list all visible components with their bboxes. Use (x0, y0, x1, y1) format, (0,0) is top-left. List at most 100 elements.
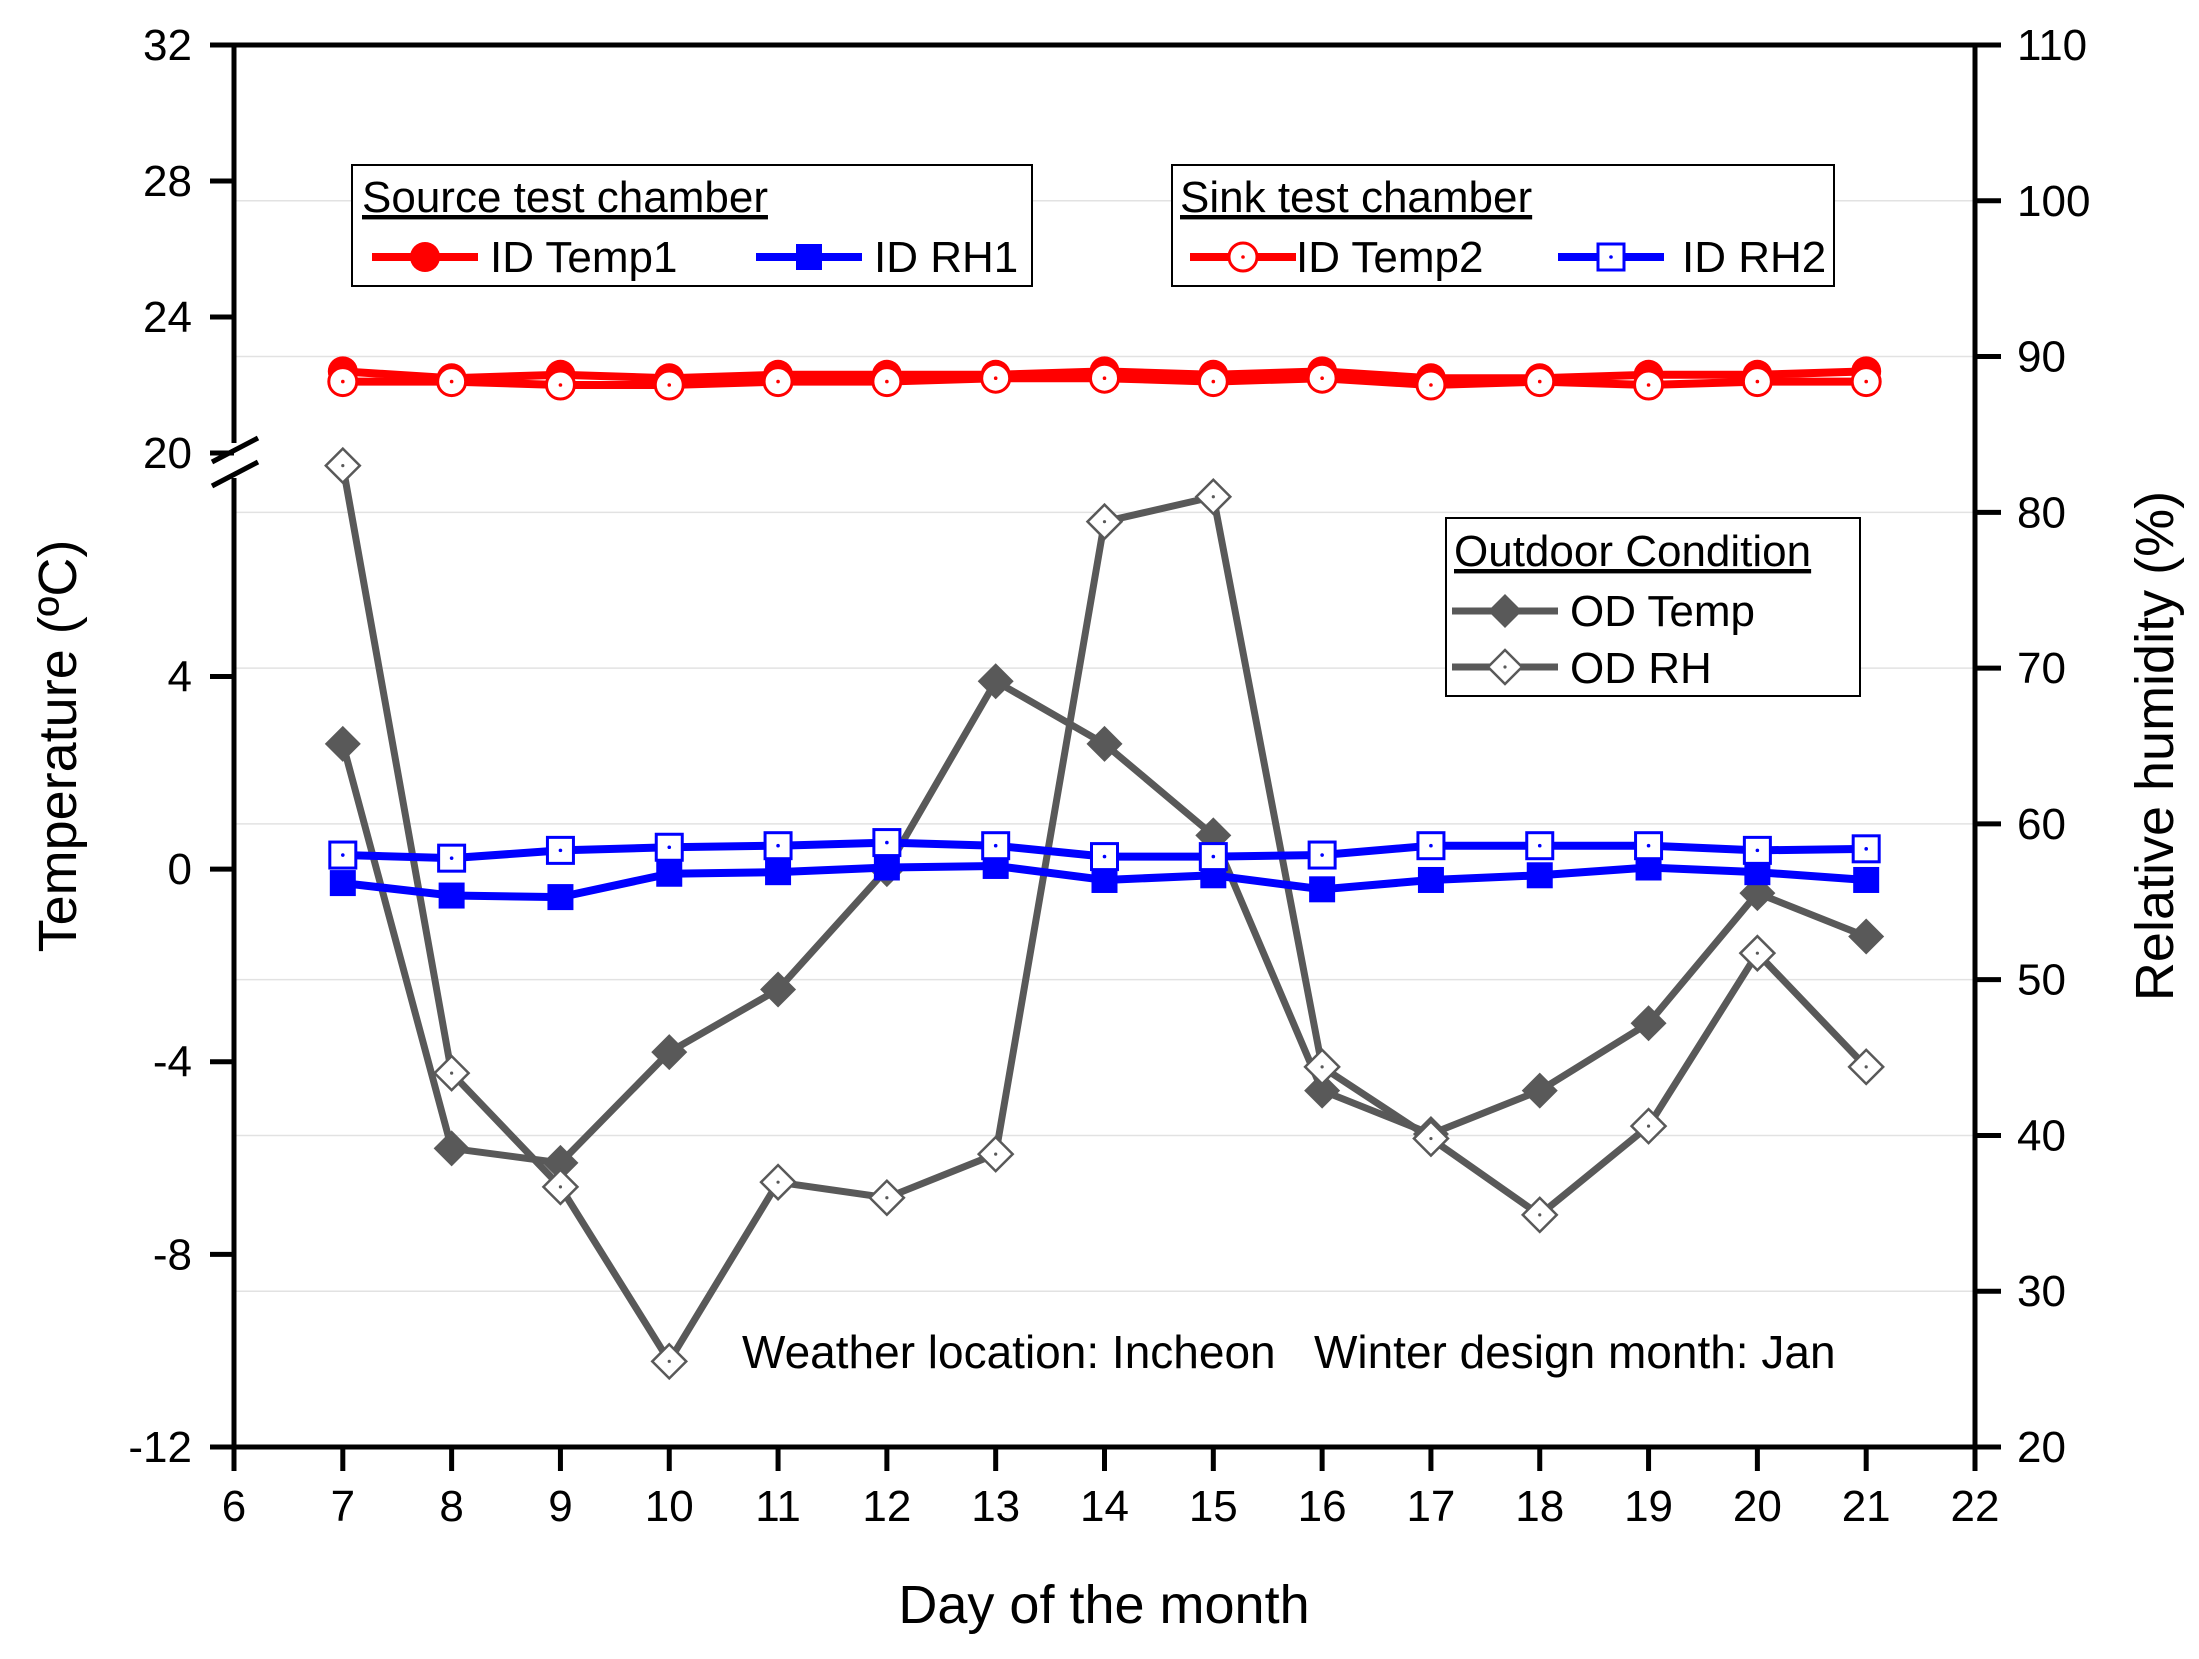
legend-sink-box (1171, 164, 1835, 287)
point-od-rh-15-dot (1211, 495, 1215, 499)
point-id-temp2-7-dot (341, 379, 345, 384)
left-tick-label--12: -12 (128, 1423, 192, 1472)
point-id-rh2-21-dot (1864, 847, 1868, 851)
x-tick-label-14: 14 (1080, 1482, 1129, 1531)
point-id-temp2-20-dot (1755, 379, 1760, 384)
point-od-rh-13-dot (994, 1152, 998, 1156)
weather-annotation: Weather location: Incheon Winter design … (742, 1326, 1836, 1378)
point-id-rh1-11 (765, 859, 792, 886)
legend-id-rh2-label: ID RH2 (1682, 233, 1826, 282)
legend-id-temp2-label: ID Temp2 (1296, 233, 1484, 282)
right-tick-label-90: 90 (2017, 333, 2066, 382)
right-tick-label-30: 30 (2017, 1267, 2066, 1316)
left-tick-label-20: 20 (143, 429, 192, 478)
legend-source: Source test chamber ID Temp1 ID RH1 (351, 164, 1033, 287)
left-tick-label--8: -8 (153, 1230, 192, 1279)
point-od-temp-16 (1304, 1072, 1341, 1109)
x-tick-label-20: 20 (1733, 1482, 1782, 1531)
left-tick-label-28: 28 (143, 157, 192, 206)
left-tick-label--4: -4 (153, 1038, 192, 1087)
point-od-temp-19 (1630, 1005, 1667, 1042)
series-od-temp (324, 663, 1885, 1181)
point-id-rh2-17-dot (1429, 843, 1433, 848)
x-axis-title: Day of the month (898, 1575, 1309, 1635)
point-od-temp-13 (977, 663, 1014, 700)
point-id-rh1-14 (1091, 866, 1118, 893)
x-tick-label-16: 16 (1298, 1482, 1347, 1531)
right-tick-label-110: 110 (2017, 21, 2087, 70)
point-id-rh2-13-dot (993, 843, 998, 848)
point-id-temp2-10-dot (667, 383, 672, 387)
legend-od-temp-label: OD Temp (1570, 587, 1755, 636)
point-od-rh-9-dot (558, 1185, 563, 1189)
left-tick-label-4: 4 (168, 652, 192, 701)
axis-break-mark-lower (210, 459, 260, 489)
point-id-rh1-17 (1417, 866, 1444, 893)
right-tick-label-80: 80 (2017, 488, 2066, 537)
point-id-rh1-7 (329, 870, 356, 897)
legend-sink-title: Sink test chamber (1180, 173, 1532, 222)
point-od-rh-20-dot (1755, 951, 1759, 955)
x-tick-label-19: 19 (1624, 1482, 1673, 1531)
legend-source-title: Source test chamber (362, 173, 768, 222)
point-od-temp-11 (760, 971, 797, 1008)
legend-id-rh1-label: ID RH1 (874, 233, 1018, 282)
legend-outdoor: Outdoor Condition OD Temp OD RH (1445, 517, 1861, 697)
legend-id-temp1-marker (410, 242, 440, 272)
point-id-temp2-15-dot (1211, 379, 1216, 384)
point-od-temp-9 (542, 1144, 579, 1181)
point-id-rh2-19-dot (1646, 843, 1651, 848)
point-id-rh1-16 (1309, 876, 1336, 903)
x-tick-label-10: 10 (645, 1482, 694, 1531)
point-id-rh1-10 (656, 860, 683, 887)
point-od-temp-10 (651, 1034, 688, 1071)
series-od-rh (324, 446, 1885, 1381)
point-id-rh2-8-dot (449, 856, 454, 860)
point-id-rh2-18-dot (1537, 843, 1542, 848)
series-id-temp2 (327, 362, 1882, 401)
point-od-rh-21-dot (1864, 1065, 1868, 1069)
point-od-rh-18-dot (1538, 1213, 1542, 1217)
point-od-rh-19-dot (1646, 1124, 1651, 1128)
point-od-rh-8-dot (450, 1071, 454, 1075)
x-tick-label-15: 15 (1189, 1482, 1238, 1531)
point-id-rh1-12 (873, 854, 900, 881)
x-tick-label-8: 8 (439, 1482, 463, 1531)
point-id-rh2-15-dot (1211, 854, 1216, 859)
legend-od-temp-marker (1488, 594, 1522, 628)
legend-id-rh1-marker (796, 244, 822, 270)
point-id-rh1-9 (547, 884, 574, 911)
legend-od-rh-label: OD RH (1570, 644, 1712, 693)
x-tick-label-21: 21 (1842, 1482, 1891, 1531)
point-od-temp-7 (324, 725, 361, 762)
point-id-temp2-13-dot (993, 376, 998, 381)
x-tick-label-17: 17 (1406, 1482, 1455, 1531)
point-id-rh2-7-dot (341, 853, 345, 857)
point-id-temp2-8-dot (449, 379, 454, 384)
point-id-rh2-9 (545, 835, 575, 865)
legend-od-rh-marker-dot (1503, 665, 1507, 669)
series-id-rh1 (329, 852, 1880, 911)
right-tick-label-70: 70 (2017, 644, 2066, 693)
right-tick-label-40: 40 (2017, 1111, 2066, 1160)
right-tick-label-60: 60 (2017, 800, 2066, 849)
legend-id-temp2-marker-dot (1241, 255, 1245, 259)
right-tick-label-50: 50 (2017, 956, 2066, 1005)
point-id-temp2-18-dot (1537, 379, 1542, 384)
x-tick-label-22: 22 (1951, 1482, 2000, 1531)
point-id-rh2-20-dot (1755, 848, 1760, 853)
point-od-rh-16-dot (1320, 1065, 1324, 1069)
left-tick-label-24: 24 (143, 293, 192, 342)
x-tick-label-18: 18 (1515, 1482, 1564, 1531)
x-tick-label-12: 12 (862, 1482, 911, 1531)
point-od-rh-11-dot (776, 1180, 780, 1184)
point-od-temp-21 (1848, 918, 1885, 955)
point-od-rh-10-dot (667, 1359, 671, 1363)
point-od-rh-12-dot (885, 1196, 889, 1200)
point-od-temp-14 (1086, 725, 1123, 762)
right-tick-label-100: 100 (2017, 177, 2090, 226)
point-id-temp2-16-dot (1320, 376, 1324, 381)
point-od-temp-18 (1521, 1072, 1558, 1109)
